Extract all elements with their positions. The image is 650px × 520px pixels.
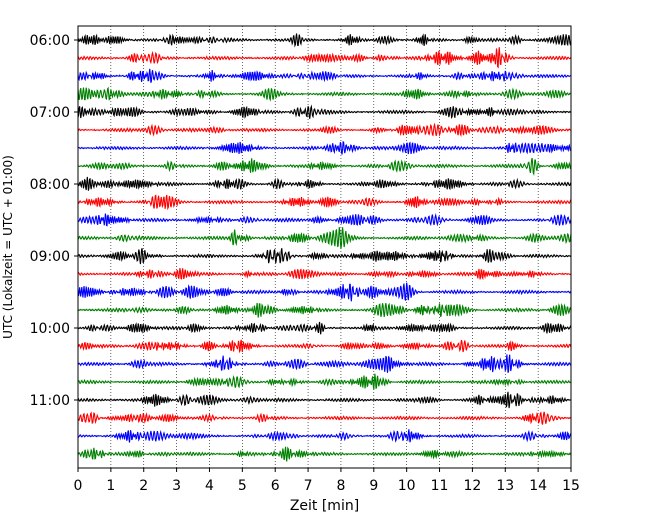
- seismogram-trace: [77, 302, 572, 318]
- y-tick-label: 08:00: [30, 177, 70, 193]
- seismogram-trace: [77, 446, 572, 462]
- seismogram-trace: [77, 194, 572, 211]
- seismogram-trace: [77, 47, 572, 69]
- seismogram-trace: [77, 354, 572, 373]
- x-tick-label: 9: [369, 478, 378, 494]
- x-tick-label: 5: [238, 478, 247, 494]
- seismogram-trace: [77, 429, 572, 443]
- plot-frame: [77, 25, 572, 469]
- y-axis-label: UTC (Lokalzeit = UTC + 01:00): [1, 155, 15, 339]
- x-tick-label: 10: [398, 478, 416, 494]
- x-tick-label: 11: [431, 478, 449, 494]
- seismogram-trace: [77, 122, 572, 138]
- seismogram-trace: [77, 33, 572, 48]
- seismogram-trace: [77, 213, 572, 227]
- seismogram-trace: [77, 339, 572, 354]
- seismogram-trace: [77, 176, 572, 191]
- seismogram-trace: [77, 373, 572, 390]
- y-axis: 06:00 07:00 08:00 09:00 10:00 11:00: [30, 33, 78, 409]
- seismogram-trace: [77, 282, 572, 302]
- y-tick-label: 06:00: [30, 33, 70, 49]
- seismogram-trace: [77, 68, 572, 83]
- seismogram-trace: [77, 248, 572, 265]
- x-tick-label: 15: [562, 478, 580, 494]
- x-tick-label: 1: [106, 478, 115, 494]
- seismogram-trace: [77, 86, 572, 102]
- seismogram-trace: [77, 411, 572, 425]
- x-tick-label: 13: [496, 478, 514, 494]
- seismogram-trace: [77, 104, 572, 120]
- y-tick-label: 11:00: [30, 393, 70, 409]
- x-tick-label: 6: [271, 478, 280, 494]
- y-tick-label: 07:00: [30, 105, 70, 121]
- x-axis: 0 1 2 3 4 5 6 7 8 9 10 11 12 13 14 15: [74, 468, 580, 494]
- seismogram-trace: [77, 227, 572, 249]
- x-tick-label: 7: [304, 478, 313, 494]
- plot-background: [78, 26, 571, 468]
- x-tick-label: 2: [139, 478, 148, 494]
- x-tick-label: 14: [529, 478, 547, 494]
- x-axis-label: Zeit [min]: [290, 498, 359, 514]
- seismogram-trace: [77, 391, 572, 409]
- x-tick-label: 8: [336, 478, 345, 494]
- seismogram-trace: [77, 140, 572, 155]
- y-tick-label: 10:00: [30, 321, 70, 337]
- seismogram-trace: [77, 267, 572, 281]
- trace-group: [77, 33, 572, 462]
- x-tick-label: 0: [74, 478, 83, 494]
- x-tick-label: 4: [205, 478, 214, 494]
- seismogram-trace: [77, 321, 572, 335]
- seismogram-trace: [77, 157, 572, 176]
- x-tick-label: 12: [463, 478, 481, 494]
- x-tick-label: 3: [172, 478, 181, 494]
- y-tick-label: 09:00: [30, 249, 70, 265]
